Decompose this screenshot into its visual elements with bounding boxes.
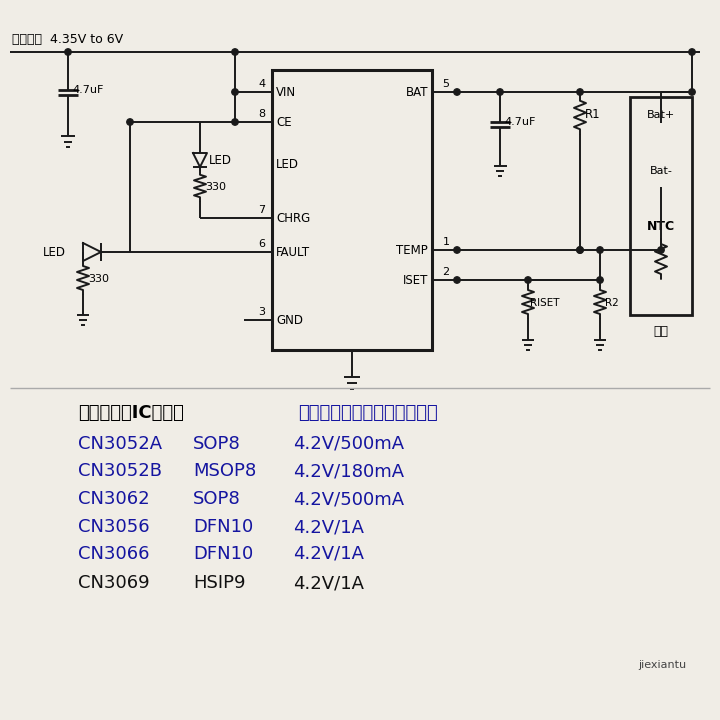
- Text: TEMP: TEMP: [396, 243, 428, 256]
- Text: 6: 6: [258, 239, 266, 249]
- Text: 输入电压  4.35V to 6V: 输入电压 4.35V to 6V: [12, 33, 123, 46]
- Text: 锂电池充电IC系列：: 锂电池充电IC系列：: [78, 404, 184, 422]
- Text: 8: 8: [258, 109, 266, 119]
- Circle shape: [577, 247, 583, 253]
- Text: 330: 330: [88, 274, 109, 284]
- Text: VIN: VIN: [276, 86, 296, 99]
- Text: 4.7uF: 4.7uF: [504, 117, 536, 127]
- Circle shape: [127, 119, 133, 125]
- Circle shape: [658, 247, 665, 253]
- Text: 4.2V/180mA: 4.2V/180mA: [293, 462, 404, 480]
- Text: 4.2V/1A: 4.2V/1A: [293, 518, 364, 536]
- Text: 7: 7: [258, 205, 266, 215]
- Circle shape: [232, 119, 238, 125]
- Text: GND: GND: [276, 313, 303, 326]
- Text: LED: LED: [43, 246, 66, 258]
- Text: 4.2V/500mA: 4.2V/500mA: [293, 490, 404, 508]
- Text: 5: 5: [443, 79, 449, 89]
- Text: R2: R2: [605, 298, 618, 308]
- Circle shape: [454, 89, 460, 95]
- Text: NTC: NTC: [647, 220, 675, 233]
- Circle shape: [597, 276, 603, 283]
- Text: jiexiantu: jiexiantu: [638, 660, 686, 670]
- Circle shape: [577, 89, 583, 95]
- Text: 4.2V/1A: 4.2V/1A: [293, 545, 364, 563]
- Text: 330: 330: [205, 182, 226, 192]
- Text: BAT: BAT: [405, 86, 428, 99]
- Text: LED: LED: [209, 153, 232, 166]
- Circle shape: [597, 247, 603, 253]
- Text: CN3052B: CN3052B: [78, 462, 162, 480]
- Text: DFN10: DFN10: [193, 545, 253, 563]
- Text: 4.7uF: 4.7uF: [72, 85, 104, 95]
- Text: DFN10: DFN10: [193, 518, 253, 536]
- Text: SOP8: SOP8: [193, 490, 240, 508]
- Circle shape: [525, 276, 531, 283]
- Text: CHRG: CHRG: [276, 212, 310, 225]
- Text: 4.2V/500mA: 4.2V/500mA: [293, 435, 404, 453]
- Text: Bat+: Bat+: [647, 110, 675, 120]
- Text: 电池: 电池: [654, 325, 668, 338]
- Text: CN3056: CN3056: [78, 518, 150, 536]
- Text: ISET: ISET: [402, 274, 428, 287]
- Text: 4: 4: [258, 79, 266, 89]
- Bar: [272, 70, 432, 350]
- Circle shape: [689, 49, 696, 55]
- Text: 3: 3: [258, 307, 266, 317]
- Text: 2: 2: [442, 267, 449, 277]
- Text: SOP8: SOP8: [193, 435, 240, 453]
- Text: CN3062: CN3062: [78, 490, 150, 508]
- Text: HSIP9: HSIP9: [193, 574, 246, 592]
- Circle shape: [232, 49, 238, 55]
- Text: LED: LED: [276, 158, 299, 171]
- Text: CN3069: CN3069: [78, 574, 150, 592]
- Text: Bat-: Bat-: [649, 166, 672, 176]
- Text: RISET: RISET: [530, 298, 559, 308]
- Text: 输出电流可通过一个电阵调节: 输出电流可通过一个电阵调节: [298, 404, 438, 422]
- Text: CN3052A: CN3052A: [78, 435, 162, 453]
- Bar: [630, 97, 692, 315]
- Circle shape: [232, 89, 238, 95]
- Text: MSOP8: MSOP8: [193, 462, 256, 480]
- Text: CE: CE: [276, 115, 292, 128]
- Text: 4.2V/1A: 4.2V/1A: [293, 574, 364, 592]
- Circle shape: [497, 89, 503, 95]
- Text: 1: 1: [443, 237, 449, 247]
- Circle shape: [454, 247, 460, 253]
- Text: CN3066: CN3066: [78, 545, 150, 563]
- Circle shape: [65, 49, 71, 55]
- Text: R1: R1: [585, 109, 600, 122]
- Circle shape: [577, 247, 583, 253]
- Text: FAULT: FAULT: [276, 246, 310, 258]
- Circle shape: [689, 89, 696, 95]
- Circle shape: [454, 276, 460, 283]
